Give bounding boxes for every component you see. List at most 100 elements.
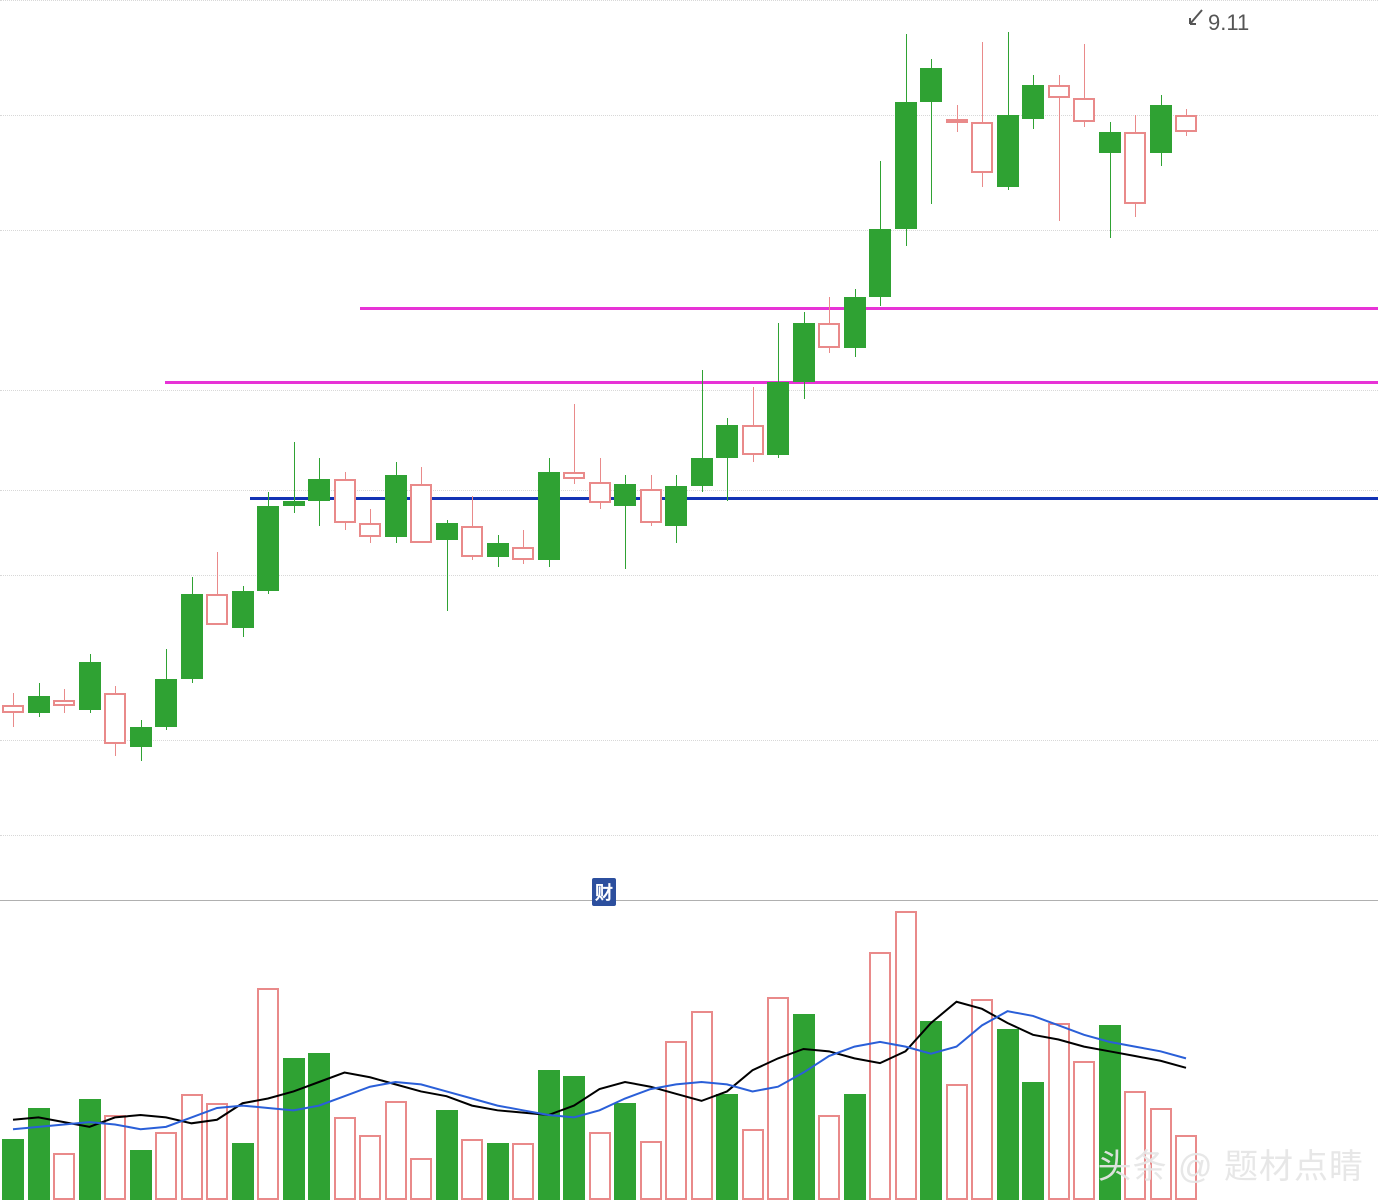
candle[interactable] — [53, 700, 75, 707]
volume-bar[interactable] — [844, 1094, 866, 1200]
candle[interactable] — [1150, 105, 1172, 153]
grid-line — [0, 490, 1378, 491]
volume-bar[interactable] — [2, 1139, 24, 1200]
candle[interactable] — [1175, 115, 1197, 132]
watermark: 头条 @ 题材点睛 — [1098, 1139, 1364, 1188]
stock-chart[interactable]: 9.11 财头条 @ 题材点睛 — [0, 0, 1378, 1200]
candle[interactable] — [946, 119, 968, 123]
volume-bar[interactable] — [997, 1029, 1019, 1200]
candle[interactable] — [818, 323, 840, 348]
volume-bar[interactable] — [461, 1139, 483, 1200]
volume-bar[interactable] — [793, 1014, 815, 1200]
volume-bar[interactable] — [716, 1094, 738, 1200]
volume-bar[interactable] — [1073, 1061, 1095, 1200]
candle[interactable] — [793, 323, 815, 382]
volume-bar[interactable] — [589, 1132, 611, 1200]
candle[interactable] — [2, 705, 24, 713]
volume-bar[interactable] — [640, 1141, 662, 1200]
volume-bar[interactable] — [130, 1150, 152, 1200]
volume-bar[interactable] — [155, 1132, 177, 1200]
volume-bar[interactable] — [920, 1021, 942, 1200]
volume-bar[interactable] — [334, 1117, 356, 1200]
volume-bar[interactable] — [283, 1058, 305, 1200]
volume-bar[interactable] — [232, 1143, 254, 1200]
candle[interactable] — [359, 523, 381, 537]
volume-bar[interactable] — [895, 911, 917, 1200]
volume-bar[interactable] — [1022, 1082, 1044, 1200]
candle[interactable] — [665, 486, 687, 527]
candle[interactable] — [28, 696, 50, 713]
candle[interactable] — [589, 482, 611, 502]
price-label: 9.11 — [1208, 10, 1249, 36]
volume-bar[interactable] — [767, 997, 789, 1200]
candle[interactable] — [257, 506, 279, 591]
candle[interactable] — [487, 543, 509, 557]
volume-bar[interactable] — [665, 1041, 687, 1200]
candle[interactable] — [512, 547, 534, 561]
candle[interactable] — [334, 479, 356, 523]
candle[interactable] — [716, 425, 738, 459]
volume-bar[interactable] — [691, 1011, 713, 1200]
volume-bar[interactable] — [538, 1070, 560, 1200]
grid-line — [0, 835, 1378, 836]
candle[interactable] — [1124, 132, 1146, 203]
volume-bar[interactable] — [359, 1135, 381, 1200]
volume-bar[interactable] — [385, 1101, 407, 1200]
volume-bar[interactable] — [818, 1115, 840, 1200]
grid-line — [0, 575, 1378, 576]
candle[interactable] — [920, 68, 942, 102]
candle[interactable] — [742, 425, 764, 456]
candle[interactable] — [971, 122, 993, 173]
grid-line — [0, 740, 1378, 741]
volume-bar[interactable] — [512, 1143, 534, 1200]
candle[interactable] — [308, 479, 330, 501]
volume-bar[interactable] — [28, 1108, 50, 1200]
candle[interactable] — [283, 501, 305, 506]
trend-line — [360, 307, 1378, 310]
candle[interactable] — [869, 229, 891, 297]
candle[interactable] — [563, 472, 585, 479]
candle[interactable] — [767, 382, 789, 455]
volume-bar[interactable] — [563, 1076, 585, 1200]
volume-bar[interactable] — [181, 1094, 203, 1200]
candle[interactable] — [436, 523, 458, 540]
volume-bar[interactable] — [614, 1103, 636, 1200]
volume-bar[interactable] — [53, 1153, 75, 1200]
volume-bar[interactable] — [104, 1115, 126, 1200]
candle[interactable] — [104, 693, 126, 744]
volume-bar[interactable] — [487, 1143, 509, 1200]
candle[interactable] — [895, 102, 917, 229]
volume-bar[interactable] — [869, 952, 891, 1200]
volume-bar[interactable] — [257, 988, 279, 1200]
candle[interactable] — [181, 594, 203, 679]
candle[interactable] — [79, 662, 101, 710]
panel-separator — [0, 900, 1378, 901]
candle[interactable] — [1022, 85, 1044, 119]
candle[interactable] — [997, 115, 1019, 186]
candle[interactable] — [1048, 85, 1070, 99]
candle[interactable] — [206, 594, 228, 625]
volume-bar[interactable] — [742, 1129, 764, 1200]
candle[interactable] — [410, 484, 432, 543]
volume-bar[interactable] — [1048, 1023, 1070, 1200]
candle[interactable] — [614, 484, 636, 506]
candle[interactable] — [155, 679, 177, 727]
candle[interactable] — [385, 475, 407, 536]
candle[interactable] — [844, 297, 866, 348]
candle[interactable] — [1073, 98, 1095, 122]
volume-bar[interactable] — [308, 1053, 330, 1200]
candle[interactable] — [461, 526, 483, 557]
candle[interactable] — [130, 727, 152, 747]
volume-bar[interactable] — [436, 1110, 458, 1200]
candle[interactable] — [1099, 132, 1121, 152]
volume-bar[interactable] — [946, 1084, 968, 1200]
candle[interactable] — [232, 591, 254, 628]
volume-bar[interactable] — [410, 1158, 432, 1200]
candle[interactable] — [691, 458, 713, 485]
volume-bar[interactable] — [206, 1103, 228, 1200]
candle[interactable] — [538, 472, 560, 560]
info-marker[interactable]: 财 — [592, 878, 616, 906]
candle[interactable] — [640, 489, 662, 523]
volume-bar[interactable] — [971, 999, 993, 1200]
volume-bar[interactable] — [79, 1099, 101, 1200]
